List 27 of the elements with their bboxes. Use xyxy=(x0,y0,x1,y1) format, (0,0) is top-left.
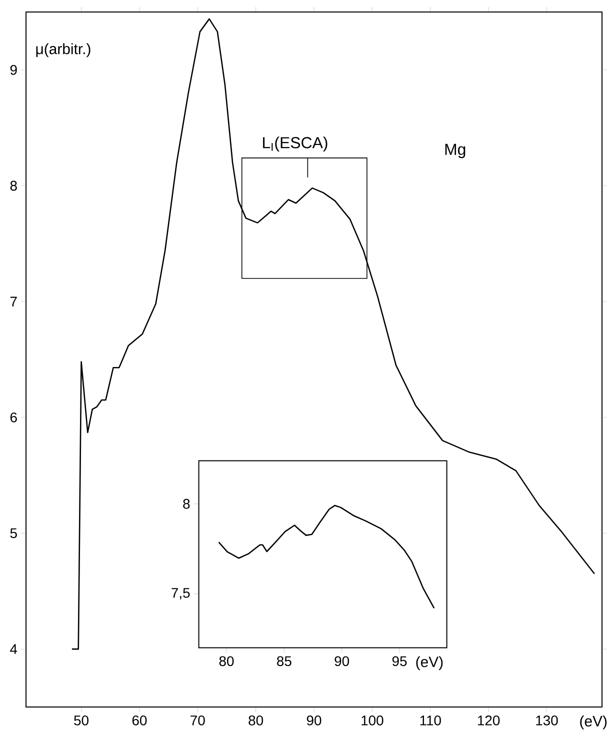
annotation: Mg xyxy=(445,144,466,158)
x-tick-label: 90 xyxy=(334,656,350,666)
annotation: L$_{I}$(ESCA) xyxy=(263,136,328,152)
x-tick-label: 70 xyxy=(190,715,205,726)
x-tick-label: 50 xyxy=(74,715,89,726)
x-tick-label: 80 xyxy=(219,656,234,666)
y-axis-title: μ(arbitr.) xyxy=(36,43,90,58)
y-tick-label: 9 xyxy=(10,64,17,75)
y-tick-label: 8 xyxy=(10,180,17,191)
x-axis-title: (eV) xyxy=(416,656,443,670)
x-axis-title: (eV) xyxy=(580,716,607,730)
y-tick-label: 6 xyxy=(10,412,17,422)
y-tick-label: 5 xyxy=(10,528,18,538)
line-series xyxy=(218,504,435,609)
y-tick-label: 7 xyxy=(10,296,17,306)
x-tick-label: 130 xyxy=(536,715,558,726)
x-tick-label: 90 xyxy=(306,715,322,726)
x-tick-label: 120 xyxy=(478,715,500,726)
x-tick-label: 85 xyxy=(277,656,292,666)
x-tick-label: 80 xyxy=(248,715,264,726)
y-tick-label: 8 xyxy=(183,498,190,509)
x-tick-label: 100 xyxy=(362,715,384,726)
x-tick-label: 110 xyxy=(420,715,442,726)
x-tick-label: 95 xyxy=(392,656,407,666)
x-tick-label: 60 xyxy=(132,715,147,726)
y-tick-label: 7,5 xyxy=(172,588,190,600)
y-tick-label: 4 xyxy=(10,644,18,654)
